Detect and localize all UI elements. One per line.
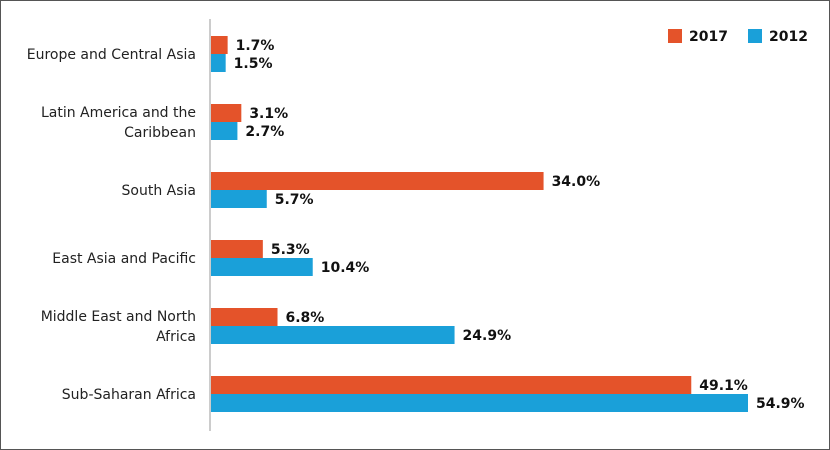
bar-2017 (211, 36, 228, 54)
data-label-2012: 54.9% (756, 396, 805, 412)
category-label: Caribbean (124, 125, 196, 141)
bar-2012 (211, 258, 313, 276)
legend-swatch-2017 (668, 29, 682, 43)
bar-2012 (211, 394, 748, 412)
data-label-2017: 1.7% (236, 38, 275, 54)
data-label-2012: 5.7% (275, 192, 314, 208)
bar-2017 (211, 104, 242, 122)
data-label-2017: 49.1% (699, 378, 748, 394)
category-label: Sub-Saharan Africa (62, 387, 196, 403)
data-label-2012: 24.9% (463, 328, 512, 344)
category-label: East Asia and Pacific (52, 251, 196, 267)
category-label: South Asia (122, 183, 196, 199)
category-label: Latin America and the (41, 105, 196, 121)
legend-label-2012: 2012 (769, 29, 808, 45)
category-label: Europe and Central Asia (27, 47, 196, 63)
bar-2017 (211, 308, 278, 326)
bar-2012 (211, 326, 455, 344)
data-label-2017: 6.8% (286, 310, 325, 326)
legend-swatch-2012 (748, 29, 762, 43)
data-label-2017: 3.1% (249, 106, 288, 122)
bar-2017 (211, 376, 692, 394)
category-label: Africa (156, 329, 196, 345)
data-label-2012: 2.7% (245, 124, 284, 140)
bar-2012 (211, 54, 226, 72)
bar-2017 (211, 172, 544, 190)
legend-label-2017: 2017 (689, 29, 728, 45)
data-label-2017: 34.0% (552, 174, 601, 190)
data-label-2017: 5.3% (271, 242, 310, 258)
category-label: Middle East and North (41, 309, 196, 325)
data-label-2012: 1.5% (234, 56, 273, 72)
bar-2017 (211, 240, 263, 258)
data-label-2012: 10.4% (321, 260, 370, 276)
bar-2012 (211, 190, 267, 208)
bar-2012 (211, 122, 238, 140)
